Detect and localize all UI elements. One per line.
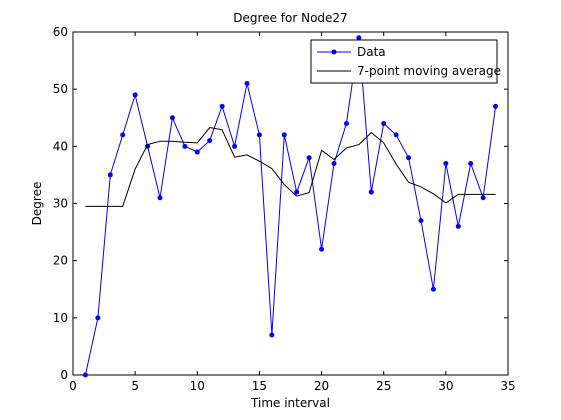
data-point [132,92,138,98]
data-point [393,132,399,138]
y-tick-label: 30 [53,197,68,211]
legend: Data 7-point moving average [310,39,501,84]
data-point [182,143,188,149]
data-point [331,160,337,166]
series-line [84,37,497,376]
x-tick-label: 10 [190,379,205,393]
legend-label: Data [357,45,386,59]
series-layer [82,35,499,378]
y-tick-label: 60 [53,25,68,39]
data-point [294,189,300,195]
data-point [455,223,461,229]
data-point [82,372,88,378]
data-point [381,120,387,126]
y-axis-label: Degree [30,182,44,226]
data-point [343,120,349,126]
legend-item: Data [317,45,386,59]
series-moving-average [85,126,496,207]
legend-marker [331,49,337,55]
axis-ticks: 0 5 10 15 20 25 30 35 0 10 20 30 40 50 60 [53,25,516,393]
data-point [120,132,126,138]
y-tick-label: 40 [53,139,68,153]
x-axis-label: Time interval [250,396,330,410]
x-tick-label: 15 [252,379,267,393]
x-tick-label: 30 [438,379,453,393]
series-line [85,126,496,207]
data-point [232,143,238,149]
y-tick-label: 10 [53,311,68,325]
x-tick-label: 25 [376,379,391,393]
data-point [406,155,412,161]
data-point [107,172,113,178]
data-point [194,149,200,155]
legend-box [310,39,498,84]
data-point [493,103,499,109]
data-point [480,195,486,201]
x-tick-label: 35 [500,379,515,393]
data-point [256,132,262,138]
series-data [82,35,499,378]
plot-area [72,31,509,376]
x-tick-label: 20 [314,379,329,393]
y-tick-label: 50 [53,82,68,96]
y-tick-label: 0 [60,368,68,382]
x-tick-label: 5 [131,379,139,393]
data-point [244,80,250,86]
data-point [356,35,362,41]
y-tick-label: 20 [53,254,68,268]
data-point [207,138,213,144]
legend-label: 7-point moving average [357,64,501,78]
data-point [169,115,175,121]
data-point [443,160,449,166]
data-point [269,332,275,338]
data-point [468,160,474,166]
data-point [430,286,436,292]
chart-title: Degree for Node27 [233,11,347,25]
data-point [368,189,374,195]
x-tick-label: 0 [69,379,77,393]
data-point [281,132,287,138]
legend-item: 7-point moving average [317,64,501,78]
data-point [306,155,312,161]
data-point [95,315,101,321]
data-point [319,246,325,252]
data-point [157,195,163,201]
data-point [418,218,424,224]
data-point [219,103,225,109]
